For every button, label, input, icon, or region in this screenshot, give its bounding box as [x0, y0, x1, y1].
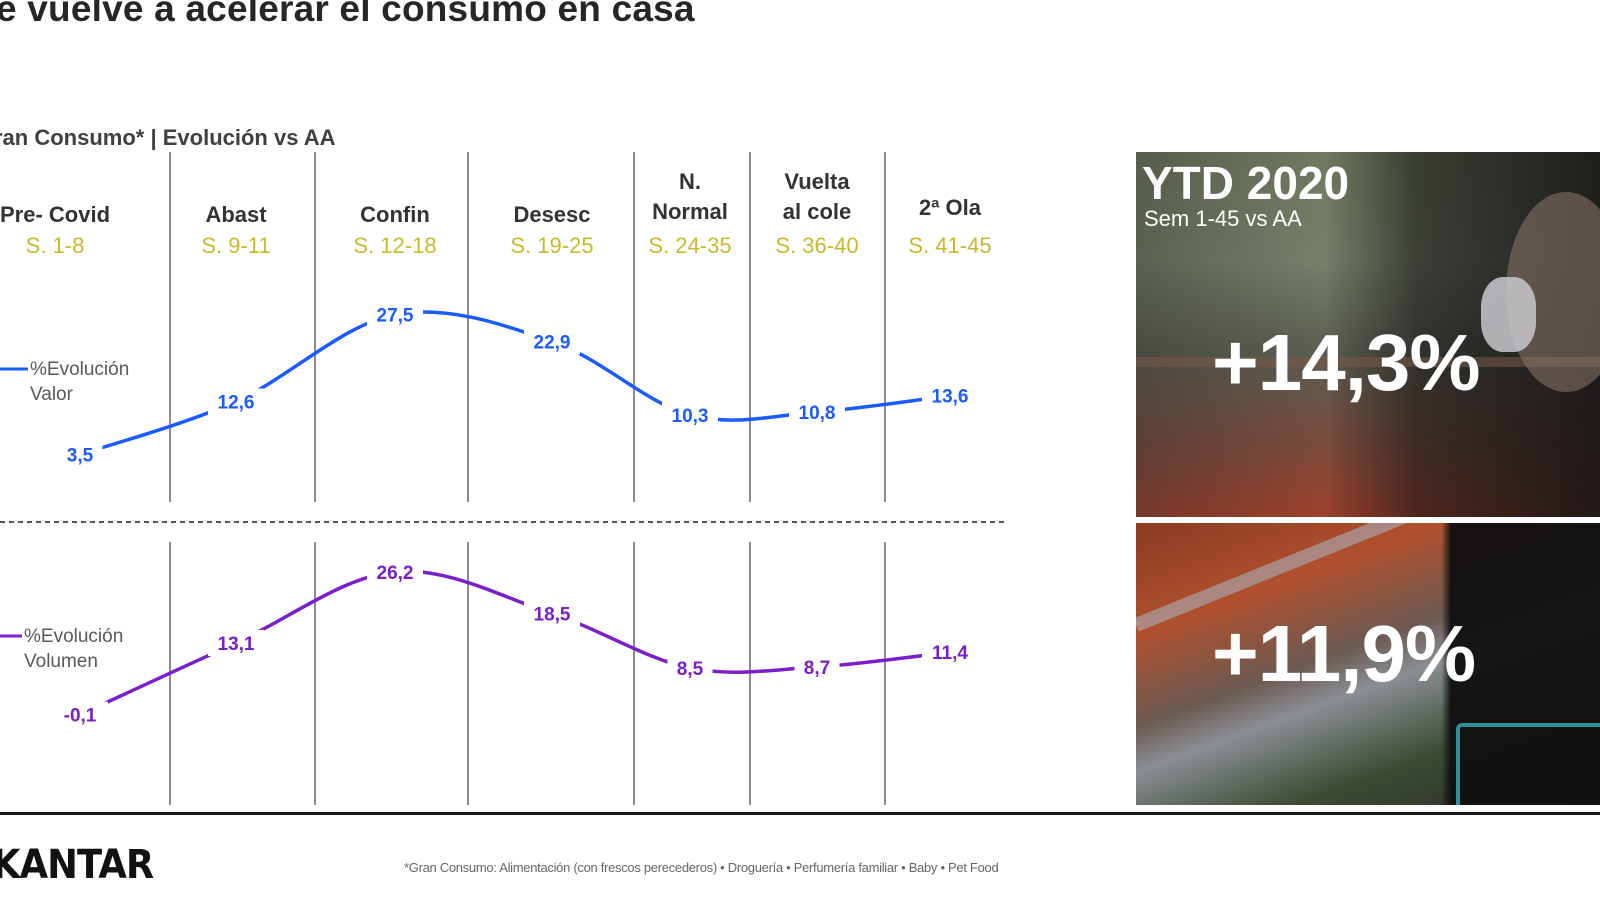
data-label: 8,5	[677, 659, 704, 680]
data-point-valor: 22,9	[524, 328, 580, 355]
phase-weeks: S. 36-40	[775, 233, 859, 258]
phase-label-line: Confin	[360, 202, 430, 227]
data-label: 11,4	[932, 643, 968, 664]
chart-subtitle: ran Consumo* | Evolución vs AA	[0, 125, 336, 150]
data-label-background	[922, 382, 978, 409]
legend-valor-line1: %Evolución	[30, 359, 130, 380]
data-label-background	[794, 653, 840, 680]
data-label-background	[57, 441, 103, 468]
data-label-background	[922, 639, 978, 666]
phase-label: 2ª Ola	[875, 193, 1025, 223]
data-label-background	[524, 600, 580, 627]
phase-label-line: Vuelta	[784, 169, 850, 194]
data-label: 13,1	[218, 634, 255, 655]
phase-label-line: al cole	[782, 199, 852, 224]
data-point-volumen: 8,7	[794, 653, 840, 680]
series-line-valor	[78, 310, 952, 457]
ytd-volumen-value: +11,9%	[1212, 609, 1476, 698]
legend-volumen-line2: Volumen	[24, 651, 98, 672]
data-label: 22,9	[534, 332, 571, 353]
phase-weeks: S. 41-45	[908, 233, 992, 258]
data-point-valor: 3,5	[57, 441, 103, 468]
phase-label-line: 2ª Ola	[919, 195, 981, 220]
phase-dividers	[169, 152, 886, 805]
phase-weeks: S. 12-18	[353, 233, 437, 258]
phase-label: Confin	[320, 200, 470, 230]
legend-volumen-line1: %Evolución	[24, 626, 124, 647]
data-label: 27,5	[377, 306, 414, 327]
data-point-valor: 12,6	[208, 388, 264, 415]
phase-label: N. Normal	[615, 167, 765, 227]
phase-weeks: S. 9-11	[201, 233, 271, 258]
page-title: e vuelve a acelerar el consumo en casa	[0, 0, 695, 29]
legend-volumen: %Evolución Volumen	[24, 624, 123, 674]
line-chart: 3,5 12,6 27,5 22,9 10,3 10,8 13,6 -0,1 13,1 26,2 1…	[0, 152, 1008, 805]
phase-label-line: Desesc	[513, 202, 591, 227]
data-label-background	[208, 388, 264, 415]
basket-decoration	[1456, 723, 1600, 805]
data-label-background	[789, 399, 845, 425]
legend-valor: %Evolución Valor	[30, 357, 129, 407]
data-label-background	[208, 629, 264, 656]
data-point-volumen: -0,1	[52, 701, 108, 728]
phase-weeks: S. 24-35	[648, 233, 732, 258]
data-point-valor: 13,6	[922, 382, 978, 409]
data-label: 26,2	[377, 563, 414, 584]
data-point-valor: 10,8	[789, 399, 845, 425]
face-mask-decoration	[1481, 277, 1536, 352]
phase-label: Abast	[161, 200, 311, 230]
data-label: 10,3	[672, 406, 709, 427]
ytd-volumen-panel: +11,9%	[1136, 523, 1600, 805]
data-label: 18,5	[534, 605, 571, 626]
phase-label: Vuelta al cole	[742, 167, 892, 227]
data-label: -0,1	[64, 706, 97, 727]
legend-valor-line2: Valor	[30, 384, 73, 405]
data-label: 10,8	[799, 403, 836, 424]
data-point-volumen: 13,1	[208, 629, 264, 656]
data-label-background	[662, 401, 718, 428]
phase-label-line: Pre- Covid	[0, 202, 111, 227]
data-point-volumen: 18,5	[524, 600, 580, 627]
data-label: 13,6	[932, 387, 969, 408]
ytd-valor-value: +14,3%	[1212, 318, 1481, 407]
data-point-volumen: 8,5	[667, 654, 713, 681]
data-point-volumen: 11,4	[922, 639, 978, 666]
phase-label-line: Abast	[205, 202, 267, 227]
kantar-logo: KANTAR	[0, 842, 154, 888]
ytd-valor-panel: YTD 2020 Sem 1-45 vs AA +14,3%	[1136, 152, 1600, 517]
data-label: 3,5	[67, 446, 94, 467]
data-label-background	[52, 701, 108, 728]
data-point-volumen: 26,2	[367, 558, 423, 585]
data-point-valor: 27,5	[367, 301, 423, 328]
phase-label: Pre- Covid	[0, 200, 130, 230]
data-label: 8,7	[804, 658, 830, 679]
phase-weeks: S. 19-25	[510, 233, 594, 258]
ytd-heading: YTD 2020	[1142, 157, 1350, 209]
data-label: 12,6	[218, 393, 255, 414]
shelf-decoration	[1136, 357, 1600, 367]
data-label-background	[667, 654, 713, 681]
footnote: *Gran Consumo: Alimentación (con frescos…	[404, 860, 999, 875]
phase-weeks: S. 1-8	[25, 233, 85, 258]
footer-divider	[0, 812, 1600, 815]
data-label-background	[367, 301, 423, 328]
phase-label-line: N.	[679, 169, 701, 194]
data-point-valor: 10,3	[662, 401, 718, 428]
data-label-background	[367, 558, 423, 585]
ytd-subheading: Sem 1-45 vs AA	[1144, 206, 1302, 231]
phase-label: Desesc	[477, 200, 627, 230]
phase-label-line: Normal	[652, 199, 728, 224]
data-label-background	[524, 328, 580, 355]
